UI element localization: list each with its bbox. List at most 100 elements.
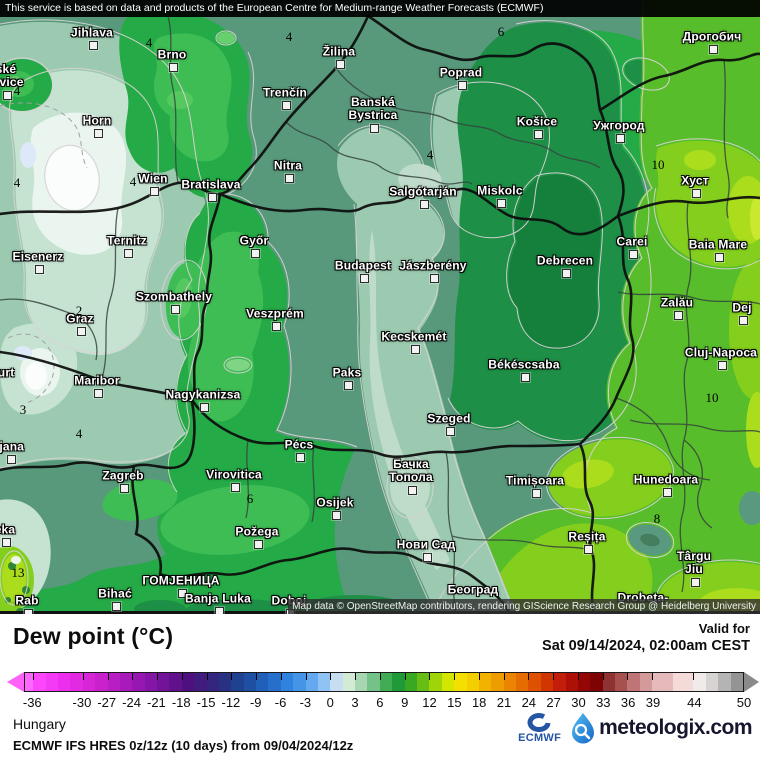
- contour-value-label: 13: [11, 565, 25, 580]
- city-label: Budapest: [334, 258, 392, 273]
- city-marker: [532, 489, 541, 498]
- city-marker: [7, 455, 16, 464]
- scale-segment: [70, 673, 83, 691]
- scale-segment: [429, 673, 442, 691]
- city-label: Banja Luka: [184, 591, 252, 606]
- city-label: ské jovice: [0, 62, 24, 90]
- city-label: Banská Bystrica: [348, 95, 398, 123]
- city-label: Poprad: [439, 65, 483, 80]
- city-label: Baia Mare: [688, 237, 748, 252]
- scale-segment: [553, 673, 566, 691]
- admin-borders: [0, 15, 760, 614]
- city-label: Wien: [138, 171, 168, 186]
- scale-segment: [540, 673, 554, 691]
- scale-tick-label: 6: [376, 695, 384, 710]
- city-label: Nitra: [273, 158, 303, 173]
- city-marker: [584, 545, 593, 554]
- scale-segment: [58, 673, 71, 691]
- scale-tick: [181, 673, 183, 680]
- scale-tick: [652, 673, 654, 680]
- city-label: Bihać: [98, 586, 132, 601]
- scale-tick: [693, 673, 695, 680]
- contour-lines: [0, 0, 760, 614]
- city-marker: [709, 45, 718, 54]
- city-marker: [169, 63, 178, 72]
- scale-tick-labels: -36 -30 -27 -24 -21 -18 -15 -12 -9 -6 -3 0 3 6 9 12 15 18…: [0, 695, 760, 713]
- scale-tick: [256, 673, 258, 680]
- city-marker: [562, 269, 571, 278]
- city-label: Zagreb: [102, 468, 144, 483]
- city-label: Debrecen: [536, 253, 594, 268]
- city-label: Horn: [82, 113, 112, 128]
- scale-right-arrow: [744, 672, 759, 692]
- city-marker: [2, 538, 11, 547]
- scale-segment: [45, 673, 58, 691]
- city-label: eka: [0, 522, 16, 537]
- city-label: Virovitica: [206, 467, 262, 482]
- legend-panel: Dew point (°C) Valid for Sat 09/14/2024,…: [0, 614, 760, 760]
- scale-tick-label: 30: [571, 695, 586, 710]
- scale-tick-label: 27: [546, 695, 561, 710]
- city-label: Szeged: [427, 411, 471, 426]
- city-label: ГОМЈЕНИЦА: [142, 573, 220, 588]
- valid-for-label: Valid for: [698, 621, 750, 636]
- scale-tick-label: 0: [326, 695, 334, 710]
- scale-tick-label: 33: [596, 695, 611, 710]
- scale-segment: [528, 673, 541, 691]
- scale-segment: [705, 673, 719, 691]
- scale-tick: [454, 673, 456, 680]
- valid-datetime: Sat 09/14/2024, 02:00am CEST: [542, 638, 750, 654]
- meteologix-logo: meteologix.com: [570, 712, 752, 744]
- city-label: Košice: [516, 114, 558, 129]
- city-marker: [674, 311, 683, 320]
- scale-tick: [305, 673, 307, 680]
- scale-segment: [206, 673, 219, 691]
- scale-segment: [516, 673, 529, 691]
- city-marker: [332, 511, 341, 520]
- city-marker: [254, 540, 263, 549]
- zero-contour-dashed: [0, 102, 88, 404]
- city-label: Београд: [447, 582, 499, 597]
- city-label: Cluj-Napoca: [684, 345, 758, 360]
- city-label: Győr: [239, 233, 269, 248]
- city-marker: [251, 249, 260, 258]
- scale-segment: [590, 673, 603, 691]
- scale-tick: [602, 673, 604, 680]
- city-marker: [692, 189, 701, 198]
- city-marker: [178, 589, 187, 598]
- scale-segment: [718, 673, 731, 691]
- city-marker: [200, 403, 209, 412]
- scale-segment: [231, 673, 244, 691]
- scale-tick: [33, 673, 35, 680]
- city-marker: [446, 427, 455, 436]
- scale-tick: [82, 673, 84, 680]
- scale-tick-label: -21: [147, 695, 166, 710]
- dew-point-field: [0, 0, 760, 614]
- scale-tick: [528, 673, 530, 680]
- city-label: Bratislava: [181, 177, 241, 192]
- scale-segment: [693, 673, 706, 691]
- city-marker: [35, 265, 44, 274]
- city-marker: [629, 250, 638, 259]
- city-label: Kecskemét: [381, 329, 447, 344]
- scale-segment: [342, 673, 356, 691]
- scale-tick-label: -12: [221, 695, 241, 710]
- scale-segment: [330, 673, 343, 691]
- contour-value-label: 4: [285, 29, 293, 44]
- scale-tick: [553, 673, 555, 680]
- city-label: ljana: [0, 439, 25, 454]
- country-borders: [0, 14, 760, 614]
- city-marker: [77, 327, 86, 336]
- city-marker: [344, 381, 353, 390]
- city-marker: [296, 453, 305, 462]
- scale-tick: [379, 673, 381, 680]
- scale-tick-label: 18: [471, 695, 487, 710]
- city-marker: [718, 361, 727, 370]
- city-marker: [616, 134, 625, 143]
- contour-value-label: 10: [705, 390, 719, 405]
- city-label: Osijek: [316, 495, 354, 510]
- city-label: Jászberény: [399, 258, 467, 273]
- scale-tick: [231, 673, 233, 680]
- city-marker: [94, 129, 103, 138]
- scale-segment: [565, 673, 578, 691]
